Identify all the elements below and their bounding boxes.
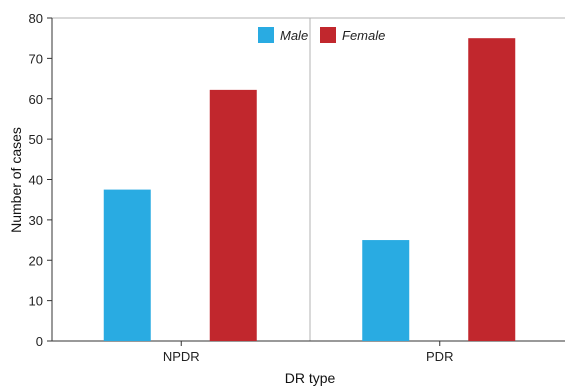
- legend-label-male: Male: [280, 28, 308, 43]
- bars: [103, 38, 516, 342]
- bar-female-npdr: [209, 89, 257, 342]
- y-axis-ticks: 0 10 20 30 40 50 60 70 80: [29, 11, 52, 349]
- legend-swatch-male: [258, 27, 274, 43]
- x-axis-title: DR type: [285, 370, 336, 386]
- y-tick-label: 30: [29, 213, 43, 228]
- x-tick-label: NPDR: [163, 349, 200, 364]
- y-axis-title: Number of cases: [8, 127, 24, 233]
- x-axis-ticks: NPDR PDR: [163, 341, 453, 364]
- y-tick-label: 50: [29, 132, 43, 147]
- y-tick-label: 80: [29, 11, 43, 26]
- y-tick-label: 40: [29, 173, 43, 188]
- legend: Male Female: [258, 27, 385, 43]
- y-tick-label: 0: [36, 334, 43, 349]
- bar-male-npdr: [103, 189, 151, 341]
- y-tick-label: 10: [29, 294, 43, 309]
- legend-swatch-female: [320, 27, 336, 43]
- y-tick-label: 20: [29, 253, 43, 268]
- y-tick-label: 60: [29, 92, 43, 107]
- y-tick-label: 70: [29, 51, 43, 66]
- legend-label-female: Female: [342, 28, 385, 43]
- bar-female-pdr: [468, 38, 516, 341]
- x-tick-label: PDR: [426, 349, 453, 364]
- bar-male-pdr: [362, 240, 410, 341]
